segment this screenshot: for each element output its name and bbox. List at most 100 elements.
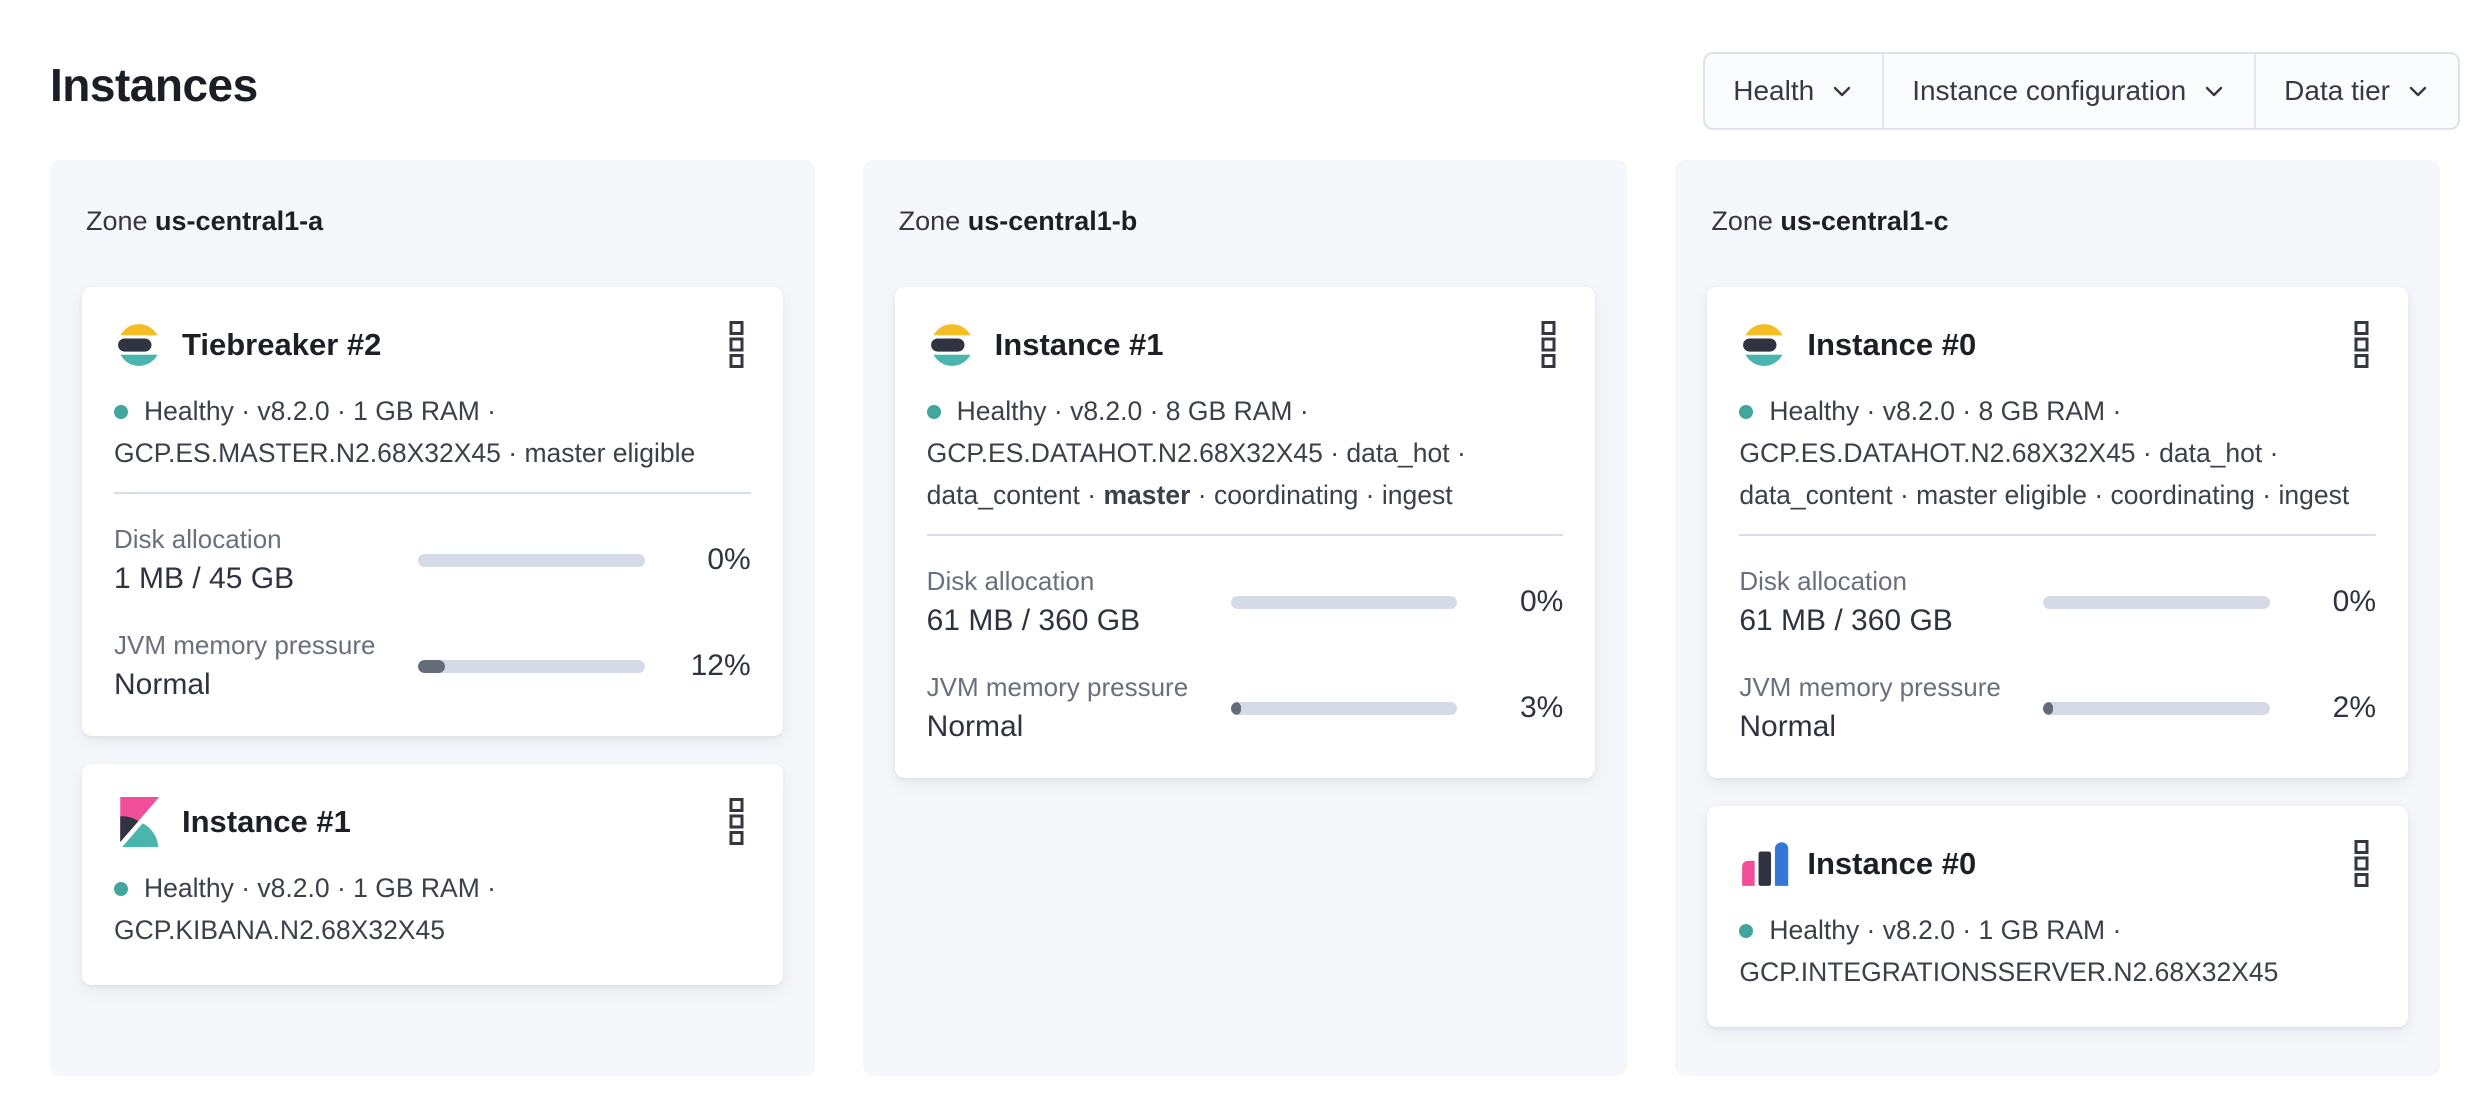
health-dot-icon [1739, 924, 1754, 938]
metric-progress-bar [418, 659, 645, 673]
card-header: Instance #0 [1739, 319, 2376, 370]
instance-status-text: Healthy · v8.2.0 · 1 GB RAM · GCP.ES.MAS… [114, 396, 696, 468]
instance-status-text: Healthy · v8.2.0 · 1 GB RAM · GCP.KIBANA… [114, 873, 496, 945]
zone-panel: Zone us-central1-b Instance #1 Healthy ·… [862, 160, 1628, 1076]
instance-status: Healthy · v8.2.0 · 1 GB RAM · GCP.KIBANA… [114, 867, 751, 951]
zone-name: us-central1-a [155, 206, 324, 236]
instance-status-text: Healthy · v8.2.0 · 8 GB RAM · GCP.ES.DAT… [926, 396, 1466, 510]
kibana-logo-icon [114, 796, 164, 847]
zone-card-list: Tiebreaker #2 Healthy · v8.2.0 · 1 GB RA… [82, 287, 783, 985]
elasticsearch-logo-icon [114, 320, 164, 370]
card-divider [1739, 534, 2377, 536]
metric-percentage: 0% [1519, 585, 1564, 618]
filter-data-tier-button[interactable]: Data tier [2254, 54, 2458, 128]
instance-title: Instance #0 [1807, 326, 1977, 362]
filter-health-label: Health [1733, 75, 1815, 106]
metric-value: Normal [1739, 710, 1837, 743]
metric-progress-bar [1230, 701, 1458, 715]
filter-group: Health Instance configuration Data tier [1703, 52, 2460, 130]
instance-menu-button[interactable] [722, 796, 751, 847]
metric-row: JVM memory pressure Normal 3% [927, 672, 1564, 744]
instance-status: Healthy · v8.2.0 · 8 GB RAM · GCP.ES.DAT… [926, 390, 1564, 516]
metric-percentage: 12% [690, 649, 751, 682]
metric-label: JVM memory pressure [926, 672, 1189, 702]
health-dot-icon [1739, 405, 1754, 419]
zone-panel: Zone us-central1-a Tiebreaker #2 Healthy… [50, 160, 815, 1076]
instance-title: Instance #1 [994, 326, 1164, 362]
metric-row: Disk allocation 61 MB / 360 GB 0% [1739, 566, 2376, 638]
instance-card: Instance #0 Healthy · v8.2.0 · 1 GB RAM … [1707, 806, 2409, 1027]
filter-data-tier-label: Data tier [2284, 75, 2390, 106]
zone-label-prefix: Zone [1711, 206, 1781, 236]
instance-menu-button[interactable] [1534, 319, 1563, 370]
chevron-down-icon [2409, 86, 2427, 97]
filter-instance-configuration-label: Instance configuration [1912, 75, 2187, 106]
zone-header: Zone us-central1-a [86, 206, 783, 237]
metric-progress-fill [418, 659, 446, 673]
zone-label-prefix: Zone [898, 206, 968, 236]
card-divider [926, 534, 1564, 536]
elasticsearch-logo-icon [927, 320, 977, 370]
instance-title: Instance #1 [182, 803, 351, 839]
filter-health-button[interactable]: Health [1705, 54, 1882, 128]
metric-progress-fill [2043, 701, 2054, 715]
metric-percentage: 0% [707, 543, 751, 576]
instance-status-text: Healthy · v8.2.0 · 1 GB RAM · GCP.INTEGR… [1739, 915, 2279, 987]
card-metrics: Disk allocation 1 MB / 45 GB 0% JVM memo… [114, 524, 751, 702]
metric-value: Normal [926, 710, 1024, 743]
metric-label: Disk allocation [926, 566, 1095, 596]
zone-header: Zone us-central1-b [899, 206, 1596, 237]
integrations-server-logo-icon [1739, 839, 1789, 889]
metric-progress-bar [2043, 595, 2271, 609]
metric-progress-fill [1230, 701, 1241, 715]
metric-label: Disk allocation [114, 524, 282, 554]
zone-name: us-central1-b [967, 206, 1138, 236]
health-dot-icon [114, 882, 128, 896]
instance-menu-button[interactable] [722, 319, 751, 370]
metric-value: 61 MB / 360 GB [1739, 604, 1953, 637]
card-metrics: Disk allocation 61 MB / 360 GB 0% JVM me… [1739, 566, 2376, 744]
instance-title: Tiebreaker #2 [182, 326, 382, 362]
instance-status: Healthy · v8.2.0 · 1 GB RAM · GCP.ES.MAS… [114, 390, 751, 474]
filter-instance-configuration-button[interactable]: Instance configuration [1882, 54, 2254, 128]
instance-menu-button[interactable] [2347, 838, 2376, 889]
metric-percentage: 3% [1519, 691, 1564, 724]
instance-card: Tiebreaker #2 Healthy · v8.2.0 · 1 GB RA… [82, 287, 783, 736]
metric-row: JVM memory pressure Normal 12% [114, 630, 751, 702]
metric-row: Disk allocation 61 MB / 360 GB 0% [927, 566, 1564, 638]
chevron-down-icon [2206, 86, 2223, 97]
card-header: Instance #1 [114, 796, 751, 847]
instance-status-text: Healthy · v8.2.0 · 8 GB RAM · GCP.ES.DAT… [1739, 396, 2350, 510]
card-divider [114, 492, 751, 494]
page-header: Instances Health Instance configuration … [0, 0, 2490, 160]
instance-title: Instance #0 [1807, 845, 1977, 881]
instance-card: Instance #0 Healthy · v8.2.0 · 8 GB RAM … [1707, 287, 2409, 778]
card-metrics: Disk allocation 61 MB / 360 GB 0% JVM me… [927, 566, 1564, 744]
metric-percentage: 2% [2332, 691, 2377, 724]
zones-container: Zone us-central1-a Tiebreaker #2 Healthy… [0, 160, 2490, 1076]
card-header: Instance #0 [1739, 838, 2376, 889]
metric-label: JVM memory pressure [1739, 672, 2001, 702]
metric-percentage: 0% [2332, 585, 2377, 618]
health-dot-icon [926, 405, 941, 419]
instance-card: Instance #1 Healthy · v8.2.0 · 1 GB RAM … [82, 764, 783, 985]
elasticsearch-logo-icon [1739, 320, 1789, 370]
card-header: Instance #1 [927, 319, 1564, 370]
zone-label-prefix: Zone [86, 206, 156, 236]
zone-card-list: Instance #1 Healthy · v8.2.0 · 8 GB RAM … [894, 287, 1596, 778]
zone-name: us-central1-c [1780, 206, 1949, 236]
instance-card: Instance #1 Healthy · v8.2.0 · 8 GB RAM … [894, 287, 1596, 778]
zone-header: Zone us-central1-c [1711, 206, 2408, 237]
instance-status: Healthy · v8.2.0 · 1 GB RAM · GCP.INTEGR… [1739, 909, 2376, 993]
metric-row: JVM memory pressure Normal 2% [1739, 672, 2376, 744]
chevron-down-icon [1834, 86, 1851, 97]
metric-label: Disk allocation [1739, 566, 1907, 596]
page-title: Instances [50, 59, 258, 111]
metric-label: JVM memory pressure [114, 630, 376, 660]
health-dot-icon [114, 405, 128, 419]
instance-menu-button[interactable] [2347, 319, 2376, 370]
metric-progress-bar [1230, 595, 1458, 609]
zone-panel: Zone us-central1-c Instance #0 Healthy ·… [1675, 160, 2441, 1076]
zone-card-list: Instance #0 Healthy · v8.2.0 · 8 GB RAM … [1707, 287, 2409, 1027]
metric-row: Disk allocation 1 MB / 45 GB 0% [114, 524, 751, 596]
